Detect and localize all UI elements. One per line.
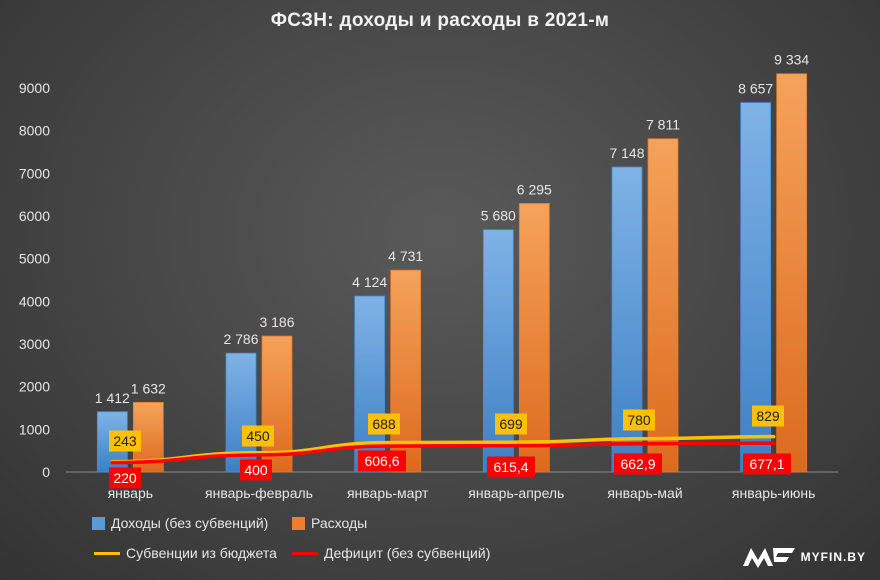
deficit-label: 606,6	[358, 450, 406, 472]
subsidy-label-box	[623, 409, 655, 431]
deficit-label: 677,1	[743, 453, 791, 475]
bar-label-expenses: 4 731	[388, 248, 423, 264]
subsidy-label: 829	[752, 405, 784, 427]
subsidy-label-box	[495, 413, 527, 435]
myfin-logo-icon	[742, 548, 795, 568]
y-tick-label: 8000	[19, 123, 50, 139]
y-tick-label: 3000	[19, 336, 50, 352]
y-tick-label: 0	[42, 464, 50, 480]
x-axis: январь январь-февраль январь-март январь-ап…	[66, 471, 838, 501]
bar-label-income: 7 148	[609, 145, 644, 161]
deficit-label: 400	[240, 459, 272, 481]
deficit-label-text: 606,6	[364, 453, 399, 469]
subsidy-label-text: 243	[113, 433, 137, 449]
legend-swatch-income	[92, 516, 105, 530]
subsidy-label: 688	[368, 413, 400, 435]
x-tick-label: январь-март	[347, 485, 429, 501]
line-series	[110, 434, 776, 465]
subsidy-label-text: 780	[627, 412, 651, 428]
bar-label-expenses: 9 334	[774, 52, 809, 68]
y-tick-label: 1000	[19, 421, 50, 437]
y-tick-label: 2000	[19, 379, 50, 395]
y-tick-label: 6000	[19, 208, 50, 224]
subsidy-label-text: 688	[372, 416, 396, 432]
y-tick-label: 9000	[19, 80, 50, 96]
deficit-label-box	[614, 453, 662, 475]
logo-text: MYFIN.BY	[800, 550, 866, 564]
subsidy-label: 780	[623, 409, 655, 431]
legend-item-income: Доходы (без субвенций)	[92, 515, 268, 531]
deficit-label-text: 400	[244, 462, 268, 478]
bar-label-expenses: 7 811	[646, 117, 680, 133]
legend-item-expenses: Расходы	[292, 515, 367, 531]
legend-swatch-subsidies	[94, 551, 120, 555]
line-subsidies	[110, 434, 776, 464]
bar-label-income: 5 680	[481, 208, 516, 224]
deficit-label-text: 662,9	[620, 456, 655, 472]
legend-item-deficit: Дефицит (без субвенций)	[292, 545, 490, 561]
deficit-label: 615,4	[487, 456, 535, 478]
deficit-label-text: 615,4	[493, 459, 528, 475]
subsidy-label-text: 699	[499, 416, 523, 432]
bar-expenses	[647, 138, 679, 473]
bar-expenses	[390, 269, 422, 473]
bar-label-expenses: 6 295	[517, 181, 552, 197]
y-tick-label: 7000	[19, 165, 50, 181]
deficit-label-text: 220	[113, 470, 137, 486]
bar-label-expenses: 3 186	[259, 314, 294, 330]
x-tick-label: январь	[108, 485, 153, 501]
subsidy-label: 450	[242, 425, 274, 447]
deficit-label-box	[487, 456, 535, 478]
data-labels: 1 412 2 786 4 124 5 680 7 148 8 657 1 632 3 186…	[95, 52, 809, 489]
y-tick-label: 5000	[19, 251, 50, 267]
x-tick-label: январь-май	[607, 485, 682, 501]
legend-label-income: Доходы (без субвенций)	[111, 515, 269, 531]
legend-item-subsidies: Субвенции из бюджета	[94, 545, 277, 561]
subsidy-label: 243	[109, 430, 141, 452]
bar-expenses	[261, 335, 293, 473]
deficit-label: 662,9	[614, 453, 662, 475]
subsidy-label-box	[109, 430, 141, 452]
y-axis: 0 1000 2000 3000 4000 5000 6000 7000 8000 9000	[19, 80, 50, 480]
legend-label-expenses: Расходы	[311, 515, 368, 531]
bar-income	[482, 229, 514, 473]
myfin-logo: MYFIN.BY	[741, 546, 866, 568]
chart-title: ФСЗН: доходы и расходы в 2021-м	[270, 10, 610, 31]
deficit-label-box	[240, 459, 272, 481]
bar-series	[96, 73, 808, 473]
x-tick-label: январь-июнь	[732, 485, 815, 501]
bar-label-income: 1 412	[95, 390, 130, 406]
subsidy-label-text: 829	[756, 408, 780, 424]
bar-label-income: 2 786	[223, 331, 258, 347]
bar-label-income: 8 657	[738, 81, 773, 97]
deficit-label-box	[743, 453, 791, 475]
y-tick-label: 4000	[19, 293, 50, 309]
deficit-label: 220	[109, 467, 141, 489]
subsidy-label: 699	[495, 413, 527, 435]
subsidy-label-box	[368, 413, 400, 435]
x-tick-label: январь-апрель	[468, 485, 564, 501]
deficit-label-text: 677,1	[749, 456, 784, 472]
legend-swatch-expenses	[292, 516, 305, 530]
subsidy-label-box	[752, 405, 784, 427]
legend-swatch-deficit	[292, 551, 318, 555]
deficit-label-box	[358, 450, 406, 472]
bar-label-income: 4 124	[352, 274, 387, 290]
legend-label-subsidies: Субвенции из бюджета	[126, 545, 277, 561]
x-tick-label: январь-февраль	[205, 485, 313, 501]
subsidy-label-text: 450	[246, 428, 270, 444]
legend-label-deficit: Дефицит (без субвенций)	[324, 545, 491, 561]
line-deficit	[110, 441, 776, 465]
deficit-label-box	[109, 467, 141, 489]
subsidy-label-box	[242, 425, 274, 447]
bar-label-expenses: 1 632	[131, 380, 166, 396]
